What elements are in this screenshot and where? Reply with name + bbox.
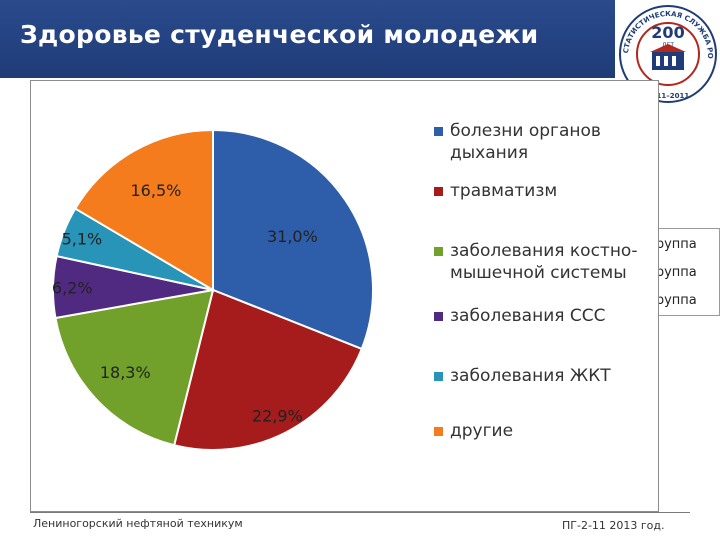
legend-label-line: заболевания ЖКТ — [450, 366, 611, 386]
legend-swatch — [434, 427, 443, 436]
slice-value-label: 5,1% — [62, 230, 103, 249]
footer-group-year: ПГ-2-11 2013 год. — [562, 519, 665, 532]
legend-label: заболевания ССС — [450, 305, 606, 327]
pie-slice — [54, 288, 215, 447]
side-panel-line: группа — [649, 293, 697, 308]
legend-label: заболевания костно-мышечной системы — [450, 240, 637, 284]
pie-slice — [172, 288, 364, 451]
legend-label: другие — [450, 420, 513, 442]
slice-value-label: 6,2% — [52, 278, 93, 297]
pie-slice — [212, 128, 374, 351]
legend-label-line: болезни органов — [450, 121, 601, 141]
legend-label: болезни органов дыхания — [450, 120, 601, 164]
legend-label: заболевания ЖКТ — [450, 365, 611, 387]
statistics-service-emblem: СТАТИСТИЧЕСКАЯ СЛУЖБА РОССИИ 200 ЛЕТ 181… — [612, 0, 717, 103]
emblem-years: 1811–2011 — [647, 92, 690, 100]
legend-label-line: дыхания — [450, 143, 529, 163]
slice-value-label: 18,3% — [100, 363, 151, 382]
legend-label-line: другие — [450, 421, 514, 441]
legend-swatch — [434, 247, 443, 256]
legend-swatch — [434, 187, 443, 196]
slice-value-label: 16,5% — [131, 181, 182, 200]
slide-title: Здоровье студенческой молодежи — [20, 20, 539, 49]
footer-organization: Лениногорский нефтяной техникум — [33, 517, 243, 530]
legend-swatch — [434, 127, 443, 136]
footer-divider — [30, 512, 690, 513]
slice-value-label: 22,9% — [252, 406, 303, 425]
side-panel-line: группа — [649, 237, 697, 252]
emblem-number: 200 — [651, 23, 684, 42]
legend-label-line: заболевания костно- — [450, 241, 638, 261]
legend-swatch — [434, 372, 443, 381]
legend-label-line: заболевания ССС — [450, 306, 606, 326]
legend-label-line: мышечной системы — [450, 263, 627, 283]
side-panel-line: группа — [649, 265, 697, 280]
slice-value-label: 31,0% — [267, 227, 318, 246]
pie-slice — [73, 128, 214, 292]
legend-swatch — [434, 312, 443, 321]
title-bar: Здоровье студенческой молодежи — [0, 0, 615, 78]
legend-label: травматизм — [450, 180, 557, 202]
legend-label-line: травматизм — [450, 181, 558, 201]
